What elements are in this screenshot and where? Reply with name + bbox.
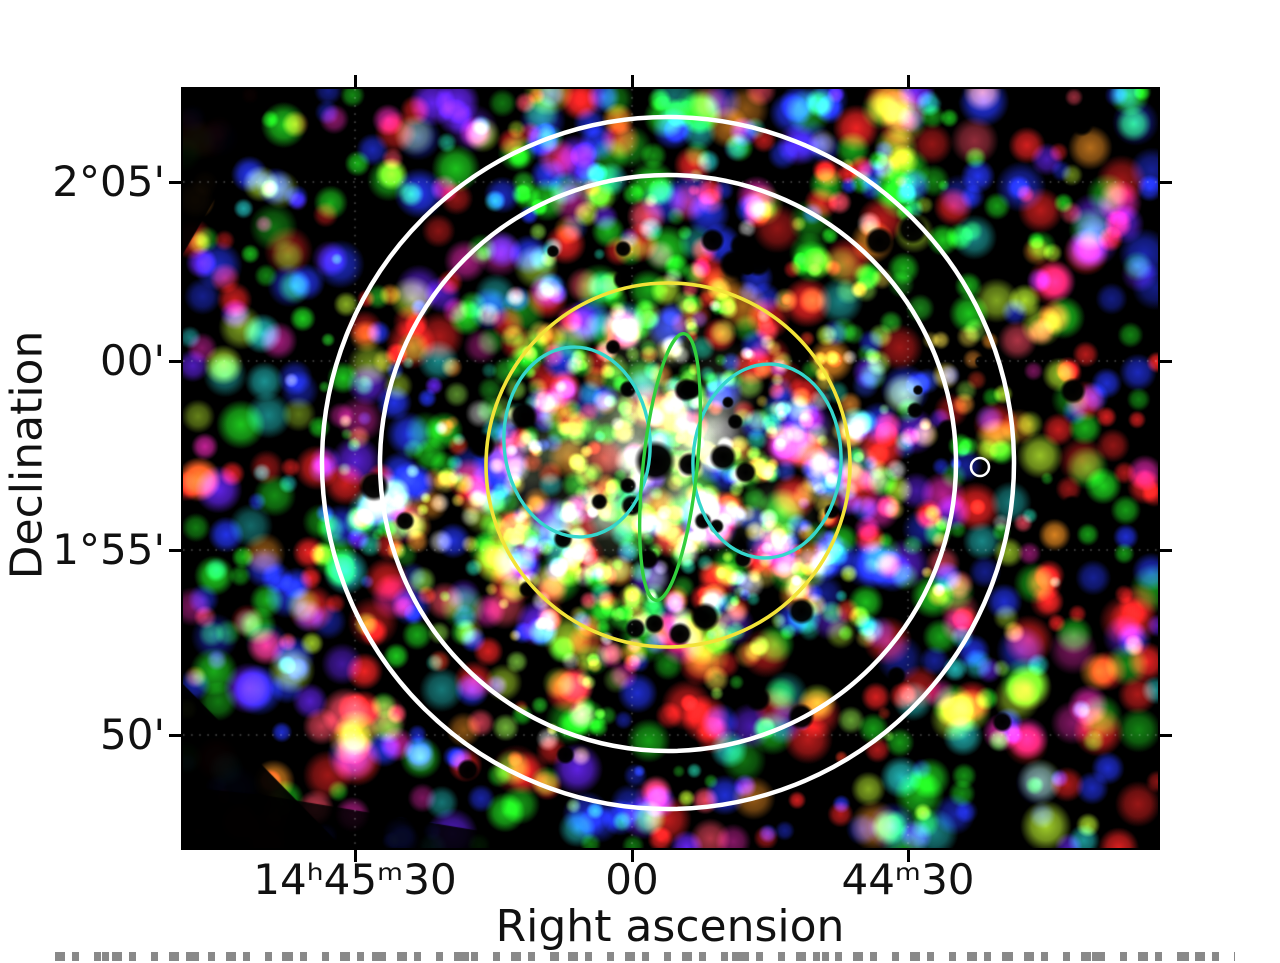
y-tick-label: 2°05' — [52, 157, 165, 206]
y-tick-left — [169, 180, 181, 184]
green-ellipse — [638, 332, 702, 602]
cyan-ellipse-right — [691, 362, 843, 560]
x-axis-label: Right ascension — [495, 901, 845, 952]
y-tick-left — [169, 548, 181, 552]
x-tick-bottom — [353, 850, 357, 862]
middle-white-circle — [377, 172, 959, 754]
outer-white-circle — [319, 114, 1017, 812]
y-tick-label: 1°55' — [52, 525, 165, 574]
x-tick-label: 00 — [605, 855, 659, 904]
yellow-circle — [484, 281, 852, 649]
y-tick-right — [1160, 548, 1172, 552]
x-tick-top — [630, 75, 634, 87]
small-white-circle — [969, 456, 991, 478]
x-tick-bottom — [906, 850, 910, 862]
clipped-caption-fragment — [55, 952, 1235, 961]
cyan-ellipse-left — [502, 345, 652, 539]
region-overlays — [319, 114, 1017, 812]
x-tick-top — [353, 75, 357, 87]
y-tick-right — [1160, 359, 1172, 363]
xray-rgb-image — [183, 89, 1158, 848]
y-tick-right — [1160, 180, 1172, 184]
x-tick-label: 14ʰ45ᵐ30 — [253, 855, 457, 904]
y-tick-label: 00' — [100, 336, 165, 385]
x-tick-bottom — [630, 850, 634, 862]
y-tick-right — [1160, 733, 1172, 737]
x-tick-label: 44ᵐ30 — [841, 855, 975, 904]
y-tick-label: 50' — [100, 710, 165, 759]
x-tick-top — [906, 75, 910, 87]
y-tick-left — [169, 359, 181, 363]
plot-area — [181, 87, 1160, 850]
y-tick-left — [169, 733, 181, 737]
